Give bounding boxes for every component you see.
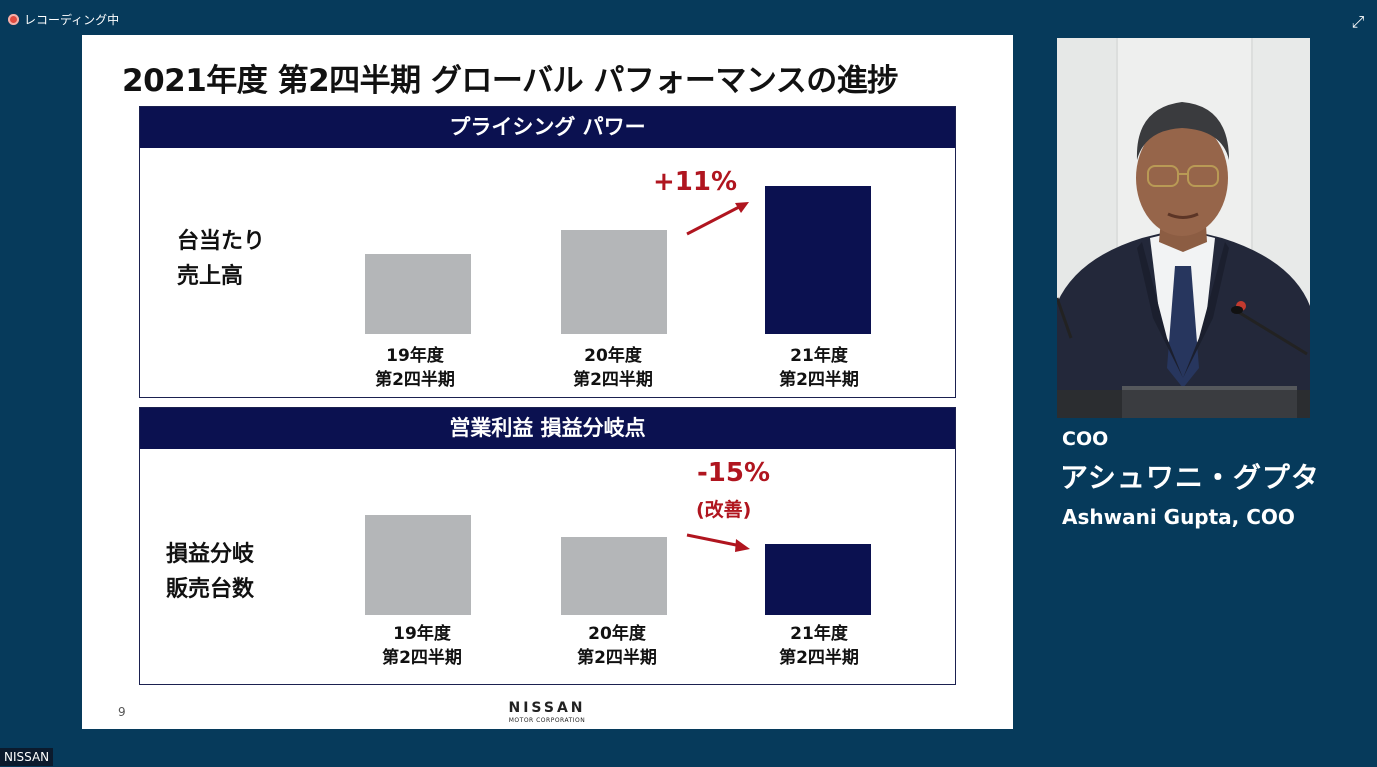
speaker-role: COO [1062, 428, 1109, 450]
bar-20q2 [561, 230, 667, 334]
chart-panel-pricing-power: プライシング パワー 台当たり 売上高 19年度 第2四半期 20年度 第2四半… [139, 106, 956, 398]
chart-ylabel: 損益分岐 販売台数 [166, 537, 254, 607]
tick-label: 21年度 第2四半期 [749, 622, 889, 670]
change-annotation: +11% [653, 167, 738, 197]
tick-label: 21年度 第2四半期 [749, 344, 889, 392]
tick-label-year: 19年度 [386, 346, 444, 366]
tick-label-year: 19年度 [393, 624, 451, 644]
bar-20q2 [561, 537, 667, 615]
slide-title: 2021年度 第2四半期 グローバル パフォーマンスの進捗 [122, 63, 898, 99]
logo-subtitle: MOTOR CORPORATION [508, 717, 586, 724]
speaker-video-image [1057, 38, 1310, 418]
change-annotation: -15% [697, 458, 771, 488]
trend-arrow-icon [686, 533, 750, 552]
source-tag: NISSAN [0, 748, 54, 766]
ylabel-line: 販売台数 [166, 577, 255, 602]
change-annotation-note: (改善) [696, 499, 752, 521]
tick-label-quarter: 第2四半期 [382, 648, 462, 668]
tick-label-quarter: 第2四半期 [375, 370, 455, 390]
tick-label-year: 21年度 [790, 346, 848, 366]
presentation-slide: 2021年度 第2四半期 グローバル パフォーマンスの進捗 プライシング パワー… [82, 35, 1013, 729]
trend-arrow-icon [686, 202, 749, 236]
chart-panel-breakeven: 営業利益 損益分岐点 損益分岐 販売台数 19年度 第2四半期 20年度 第2四… [139, 407, 956, 685]
tick-label: 20年度 第2四半期 [547, 622, 687, 670]
bar-19q2 [365, 254, 471, 334]
ylabel-line: 損益分岐 [166, 542, 255, 567]
speaker-name-jp: アシュワニ・グプタ [1060, 461, 1320, 494]
bar-21q2 [765, 544, 871, 615]
expand-icon[interactable]: ⤢ [1351, 12, 1365, 31]
tick-label-quarter: 第2四半期 [779, 648, 859, 668]
speaker-name-en: Ashwani Gupta, COO [1062, 505, 1295, 529]
bar-21q2 [765, 186, 871, 334]
tick-label-quarter: 第2四半期 [577, 648, 657, 668]
ylabel-line: 売上高 [177, 264, 244, 289]
nissan-logo: NISSAN MOTOR CORPORATION [497, 700, 597, 724]
tick-label-year: 20年度 [588, 624, 646, 644]
chart-ylabel: 台当たり 売上高 [177, 224, 265, 294]
ylabel-line: 台当たり [177, 229, 266, 254]
recording-label: レコーディング中 [24, 12, 120, 27]
chart-title: 営業利益 損益分岐点 [140, 408, 955, 449]
tick-label-quarter: 第2四半期 [573, 370, 653, 390]
chart-title: プライシング パワー [140, 107, 955, 148]
slide-page-number: 9 [118, 705, 126, 719]
bar-19q2 [365, 515, 471, 615]
tick-label: 19年度 第2四半期 [352, 622, 492, 670]
recording-dot-icon [8, 13, 19, 25]
tick-label-year: 20年度 [584, 346, 642, 366]
tick-label: 19年度 第2四半期 [345, 344, 485, 392]
tick-label-quarter: 第2四半期 [779, 370, 859, 390]
tick-label: 20年度 第2四半期 [543, 344, 683, 392]
speaker-video [1057, 38, 1310, 418]
recording-indicator: レコーディング中 [8, 9, 119, 29]
logo-wordmark: NISSAN [508, 700, 586, 716]
tick-label-year: 21年度 [790, 624, 848, 644]
